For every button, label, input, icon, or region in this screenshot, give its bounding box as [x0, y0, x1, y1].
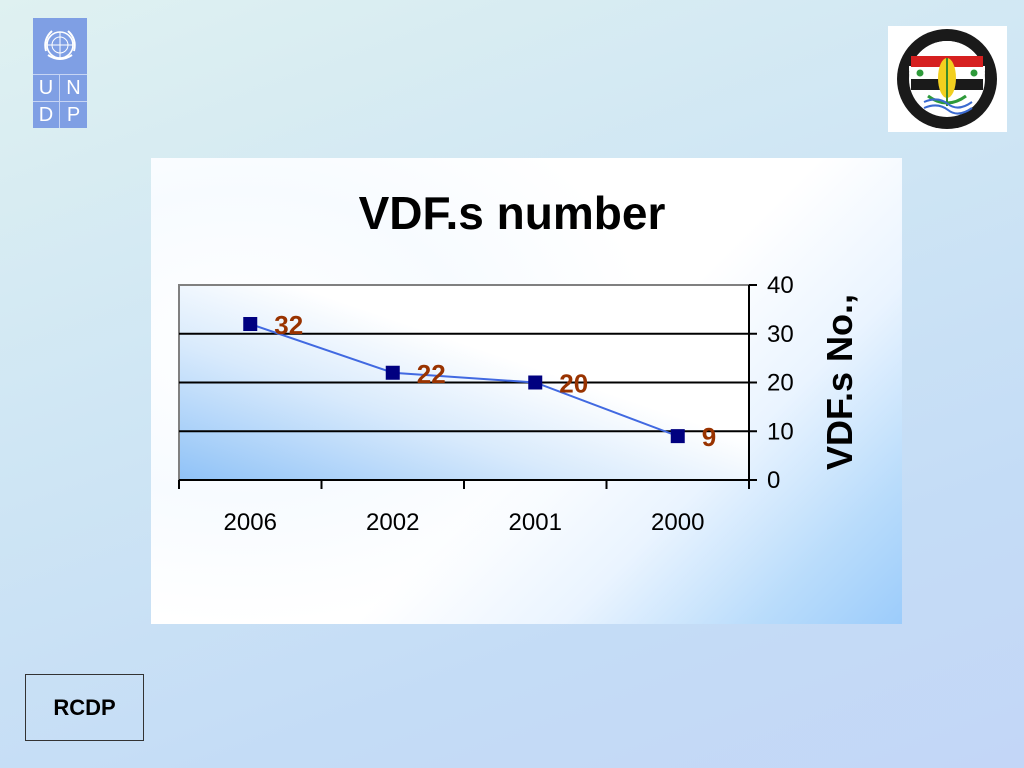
undp-letter-n: N	[60, 74, 87, 101]
ministry-logo	[888, 26, 1007, 132]
y-tick-label: 30	[767, 321, 794, 348]
x-tick-label: 2002	[366, 509, 419, 536]
undp-letter-d: D	[33, 101, 60, 128]
rcdp-label: RCDP	[25, 674, 144, 741]
undp-letter-u: U	[33, 74, 60, 101]
x-tick-label: 2006	[224, 509, 277, 536]
data-label: 32	[274, 310, 303, 340]
chart-title: VDF.s number	[358, 187, 666, 239]
data-label: 9	[702, 422, 716, 452]
undp-logo: U N D P	[33, 18, 87, 128]
series-line	[249, 323, 679, 438]
data-point	[670, 429, 685, 444]
y-tick-label: 10	[767, 418, 794, 445]
y-tick-label: 0	[767, 467, 780, 494]
y-tick-label: 40	[767, 272, 794, 299]
data-label: 22	[417, 359, 446, 389]
undp-letter-p: P	[60, 101, 87, 128]
data-point	[528, 375, 543, 390]
x-tick-label: 2001	[509, 509, 562, 536]
data-point	[385, 365, 400, 380]
y-tick-label: 20	[767, 370, 794, 397]
y-axis-label: VDF.s No.,	[819, 294, 860, 470]
un-emblem-icon	[33, 18, 87, 72]
x-tick-label: 2000	[651, 509, 704, 536]
data-point	[243, 317, 258, 331]
data-label: 20	[559, 369, 588, 399]
